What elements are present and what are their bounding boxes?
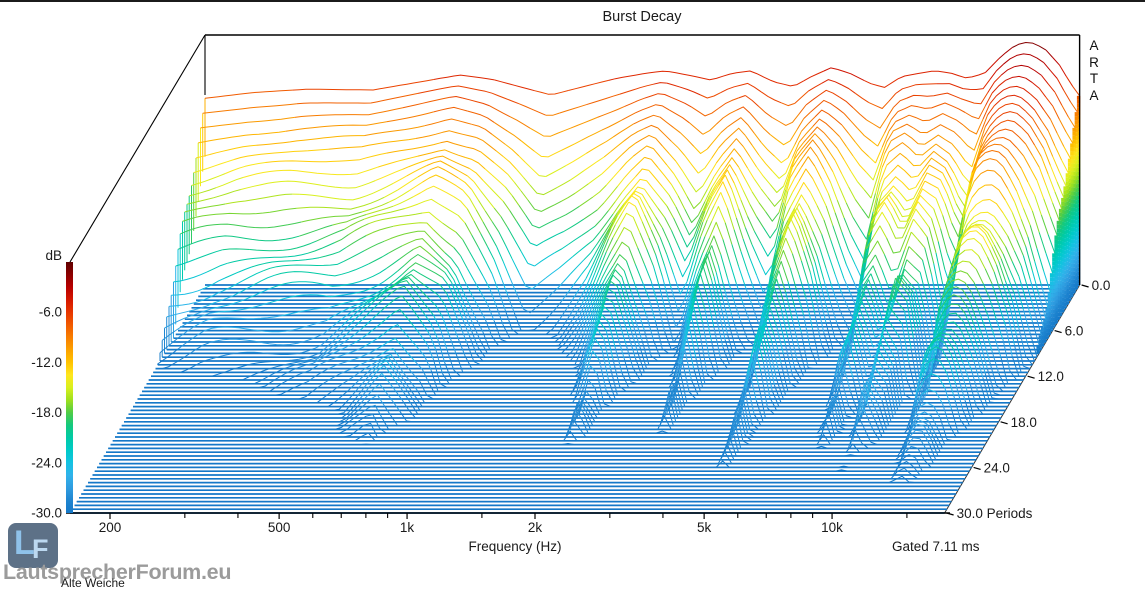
period-tick-label: 0.0 xyxy=(1092,278,1111,293)
freq-tick-label: 500 xyxy=(268,520,291,535)
frequency-axis-label: Frequency (Hz) xyxy=(468,539,562,554)
db-tick-label: -12.0 xyxy=(31,355,62,370)
freq-tick-label: 10k xyxy=(821,520,843,535)
watermark-site-text: LautsprecherForum.eu xyxy=(3,560,232,584)
period-tick-label: 12.0 xyxy=(1038,369,1064,384)
lautsprecherforum-logo: L F xyxy=(8,523,58,568)
period-tick-label: 6.0 xyxy=(1065,324,1084,339)
db-tick-label: -18.0 xyxy=(31,405,62,420)
freq-tick-label: 200 xyxy=(99,520,122,535)
freq-tick-label: 5k xyxy=(697,520,712,535)
db-tick-label: -6.0 xyxy=(39,305,62,320)
logo-letter-f: F xyxy=(32,534,49,564)
db-tick-label: -24.0 xyxy=(31,455,62,470)
period-tick-label: 18.0 xyxy=(1011,415,1037,430)
window-top-border xyxy=(0,0,1145,2)
db-tick-label: -30.0 xyxy=(31,506,62,521)
freq-tick-label: 1k xyxy=(400,520,415,535)
gated-time-annotation: Gated 7.11 ms xyxy=(892,539,980,554)
freq-tick-label: 2k xyxy=(528,520,543,535)
db-axis-label: dB xyxy=(45,248,62,263)
logo-letter-l: L xyxy=(14,524,35,562)
period-tick-label: 24.0 xyxy=(984,460,1010,475)
period-tick-label: 30.0 Periods xyxy=(957,506,1033,521)
plot-title: Burst Decay xyxy=(602,9,682,25)
measurement-note: Alte Weiche xyxy=(61,576,125,590)
db-colorbar xyxy=(66,262,73,513)
